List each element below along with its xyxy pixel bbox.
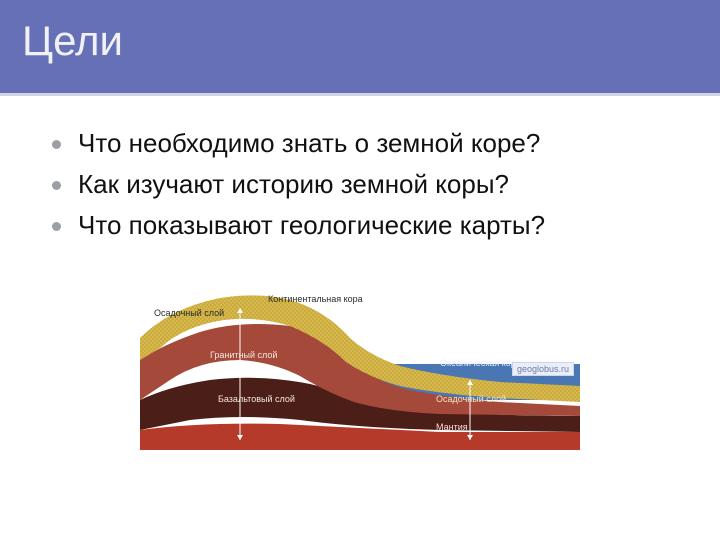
bullet-text: Что необходимо знать о земной коре? — [78, 128, 540, 158]
slide-title: Цели — [22, 18, 698, 64]
list-item: Что необходимо знать о земной коре? — [48, 126, 688, 161]
list-item: Как изучают историю земной коры? — [48, 167, 688, 202]
diagram-watermark: geoglobus.ru — [512, 362, 574, 376]
bullet-icon — [52, 222, 61, 231]
title-band: Цели — [0, 0, 720, 96]
svg-text:Осадочный слой: Осадочный слой — [436, 394, 506, 404]
list-item: Что показывают геологические карты? — [48, 208, 688, 243]
svg-text:Мантия: Мантия — [436, 422, 468, 432]
bullet-icon — [52, 140, 61, 149]
svg-text:Базальтовый слой: Базальтовый слой — [218, 394, 295, 404]
svg-text:Океаническая кора: Океаническая кора — [440, 358, 521, 368]
earth-crust-diagram: Осадочный слой Гранитный слой Базальтовый … — [140, 290, 580, 450]
bullet-list: Что необходимо знать о земной коре? Как … — [48, 126, 688, 243]
slide: Цели Что необходимо знать о земной коре?… — [0, 0, 720, 540]
svg-text:Осадочный слой: Осадочный слой — [154, 308, 224, 318]
bullet-text: Как изучают историю земной коры? — [78, 169, 509, 199]
svg-text:Континентальная кора: Континентальная кора — [268, 294, 363, 304]
bullet-text: Что показывают геологические карты? — [78, 210, 545, 240]
bullet-icon — [52, 181, 61, 190]
title-underline — [0, 93, 720, 96]
slide-body: Что необходимо знать о земной коре? Как … — [48, 120, 688, 249]
svg-text:Гранитный слой: Гранитный слой — [210, 350, 277, 360]
